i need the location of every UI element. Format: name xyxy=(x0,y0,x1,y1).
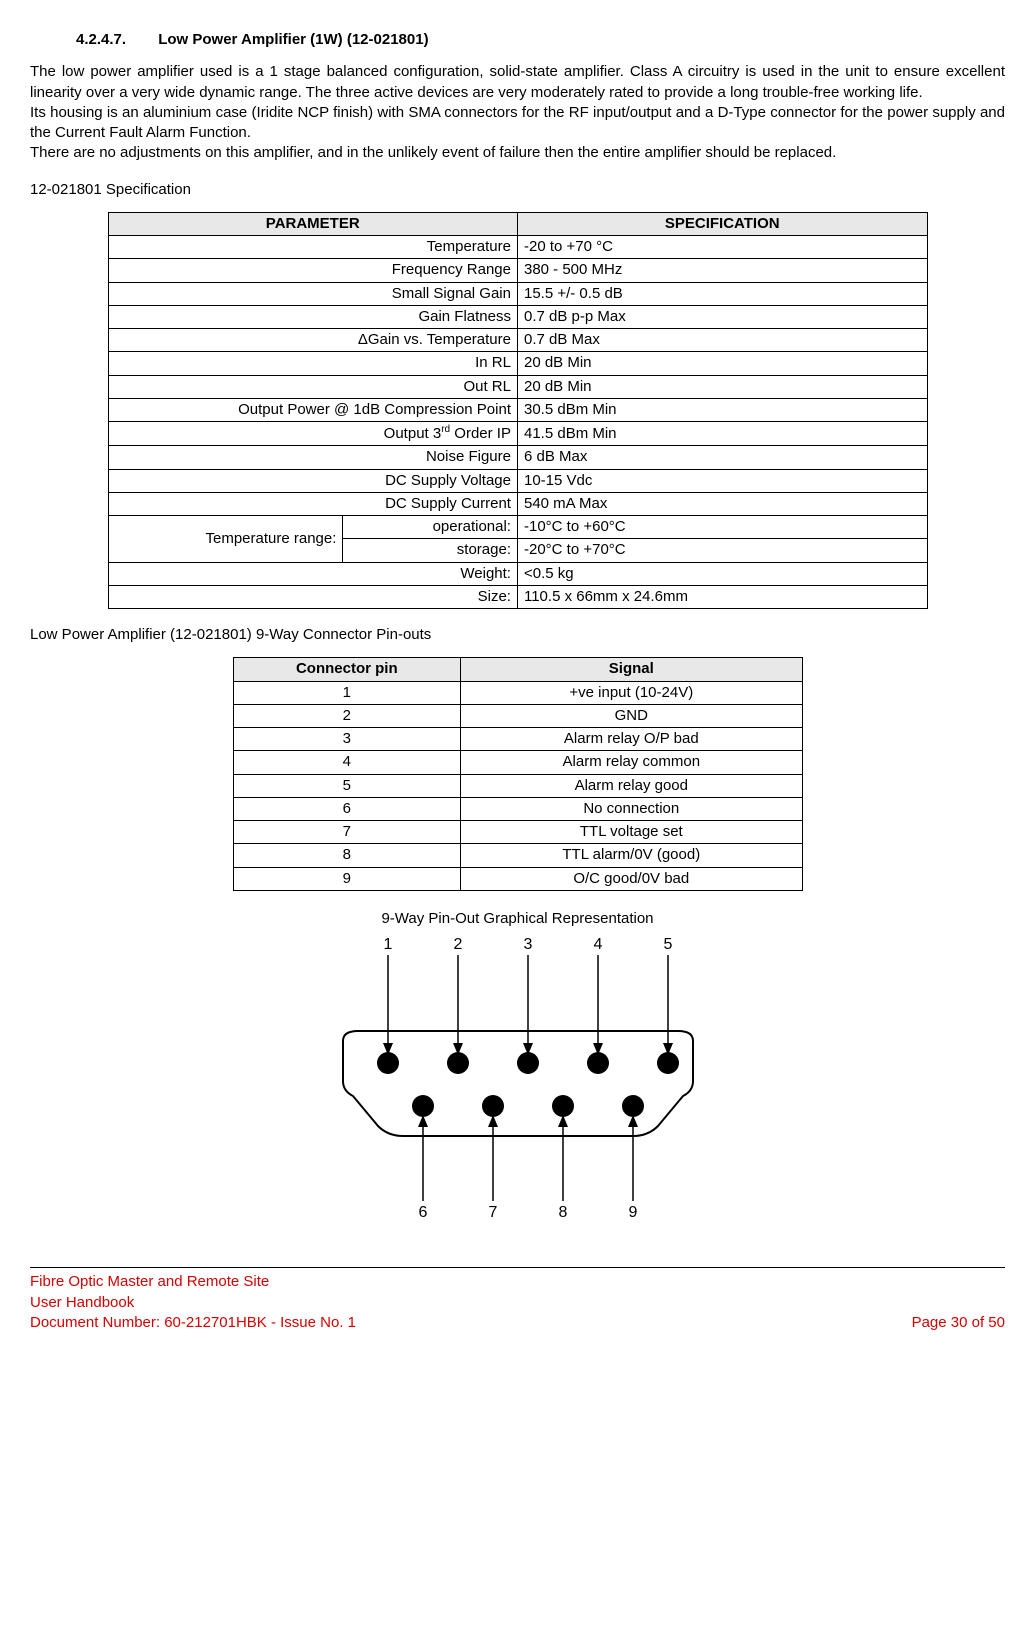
pinout-signal: O/C good/0V bad xyxy=(461,867,802,890)
footer-doc-number: Document Number: 60-212701HBK - Issue No… xyxy=(30,1313,356,1333)
spec-header-specification: SPECIFICATION xyxy=(517,212,927,235)
weight-value: <0.5 kg xyxy=(517,562,927,585)
spec-heading: 12-021801 Specification xyxy=(30,180,1005,200)
pinout-signal: No connection xyxy=(461,797,802,820)
spec-value: 20 dB Min xyxy=(517,352,927,375)
pinout-pin: 6 xyxy=(233,797,461,820)
specification-table: PARAMETER SPECIFICATION Temperature-20 t… xyxy=(108,212,928,609)
pinout-pin: 9 xyxy=(233,867,461,890)
pinout-pin: 7 xyxy=(233,821,461,844)
weight-label: Weight: xyxy=(108,562,517,585)
svg-text:5: 5 xyxy=(663,936,672,953)
temp-range-label: Temperature range: xyxy=(108,516,343,563)
spec-param: Temperature xyxy=(108,236,517,259)
spec-param: In RL xyxy=(108,352,517,375)
pinout-signal: Alarm relay common xyxy=(461,751,802,774)
footer-line-1: Fibre Optic Master and Remote Site xyxy=(30,1272,1005,1292)
pinout-signal: TTL voltage set xyxy=(461,821,802,844)
pinout-pin: 1 xyxy=(233,681,461,704)
spec-value: 380 - 500 MHz xyxy=(517,259,927,282)
size-label: Size: xyxy=(108,585,517,608)
pinout-pin: 3 xyxy=(233,728,461,751)
size-value: 110.5 x 66mm x 24.6mm xyxy=(517,585,927,608)
spec-param: Out RL xyxy=(108,375,517,398)
spec-value: 6 dB Max xyxy=(517,446,927,469)
connector-diagram: 1 2 3 4 5 6 7 8 9 xyxy=(30,931,1005,1227)
pinout-header-signal: Signal xyxy=(461,658,802,681)
spec-value: 15.5 +/- 0.5 dB xyxy=(517,282,927,305)
spec-param: Small Signal Gain xyxy=(108,282,517,305)
spec-param: Frequency Range xyxy=(108,259,517,282)
footer-line-2: User Handbook xyxy=(30,1293,1005,1313)
temp-operational-label: operational: xyxy=(343,516,518,539)
pinout-signal: TTL alarm/0V (good) xyxy=(461,844,802,867)
pinout-pin: 2 xyxy=(233,704,461,727)
spec-header-parameter: PARAMETER xyxy=(108,212,517,235)
svg-text:6: 6 xyxy=(418,1204,427,1221)
section-number: 4.2.4.7. xyxy=(76,30,126,50)
footer-separator xyxy=(30,1267,1005,1268)
pinout-heading: Low Power Amplifier (12-021801) 9-Way Co… xyxy=(30,625,1005,645)
spec-value: 540 mA Max xyxy=(517,492,927,515)
spec-param: ΔGain vs. Temperature xyxy=(108,329,517,352)
pinout-signal: Alarm relay good xyxy=(461,774,802,797)
diagram-caption: 9-Way Pin-Out Graphical Representation xyxy=(30,909,1005,929)
pinout-header-pin: Connector pin xyxy=(233,658,461,681)
svg-text:4: 4 xyxy=(593,936,602,953)
spec-param: Gain Flatness xyxy=(108,305,517,328)
pinout-signal: GND xyxy=(461,704,802,727)
svg-text:7: 7 xyxy=(488,1204,497,1221)
connector-svg: 1 2 3 4 5 6 7 8 9 xyxy=(303,931,733,1221)
pinout-pin: 5 xyxy=(233,774,461,797)
page-footer: Fibre Optic Master and Remote Site User … xyxy=(30,1272,1005,1333)
spec-value: 10-15 Vdc xyxy=(517,469,927,492)
spec-value: 20 dB Min xyxy=(517,375,927,398)
svg-text:8: 8 xyxy=(558,1204,567,1221)
section-title: Low Power Amplifier (1W) (12-021801) xyxy=(158,31,428,48)
footer-page-number: Page 30 of 50 xyxy=(912,1313,1005,1333)
paragraph-1: The low power amplifier used is a 1 stag… xyxy=(30,62,1005,103)
spec-param: Noise Figure xyxy=(108,446,517,469)
svg-text:1: 1 xyxy=(383,936,392,953)
pinout-signal: +ve input (10-24V) xyxy=(461,681,802,704)
spec-param: DC Supply Current xyxy=(108,492,517,515)
spec-param: DC Supply Voltage xyxy=(108,469,517,492)
spec-value: 30.5 dBm Min xyxy=(517,398,927,421)
spec-param: Output Power @ 1dB Compression Point xyxy=(108,398,517,421)
spec-value: 0.7 dB p-p Max xyxy=(517,305,927,328)
spec-value: -20 to +70 °C xyxy=(517,236,927,259)
intro-text: The low power amplifier used is a 1 stag… xyxy=(30,62,1005,163)
temp-storage-value: -20°C to +70°C xyxy=(517,539,927,562)
svg-text:9: 9 xyxy=(628,1204,637,1221)
spec-param: Output 3rd Order IP xyxy=(108,422,517,446)
pinout-pin: 4 xyxy=(233,751,461,774)
svg-text:2: 2 xyxy=(453,936,462,953)
temp-storage-label: storage: xyxy=(343,539,518,562)
paragraph-3: There are no adjustments on this amplifi… xyxy=(30,143,1005,163)
temp-operational-value: -10°C to +60°C xyxy=(517,516,927,539)
pinout-pin: 8 xyxy=(233,844,461,867)
paragraph-2: Its housing is an aluminium case (Iridit… xyxy=(30,103,1005,144)
spec-value: 0.7 dB Max xyxy=(517,329,927,352)
pinout-table: Connector pin Signal 1+ve input (10-24V)… xyxy=(233,657,803,891)
pinout-signal: Alarm relay O/P bad xyxy=(461,728,802,751)
spec-value: 41.5 dBm Min xyxy=(517,422,927,446)
section-heading: 4.2.4.7. Low Power Amplifier (1W) (12-02… xyxy=(76,30,1005,50)
svg-text:3: 3 xyxy=(523,936,532,953)
